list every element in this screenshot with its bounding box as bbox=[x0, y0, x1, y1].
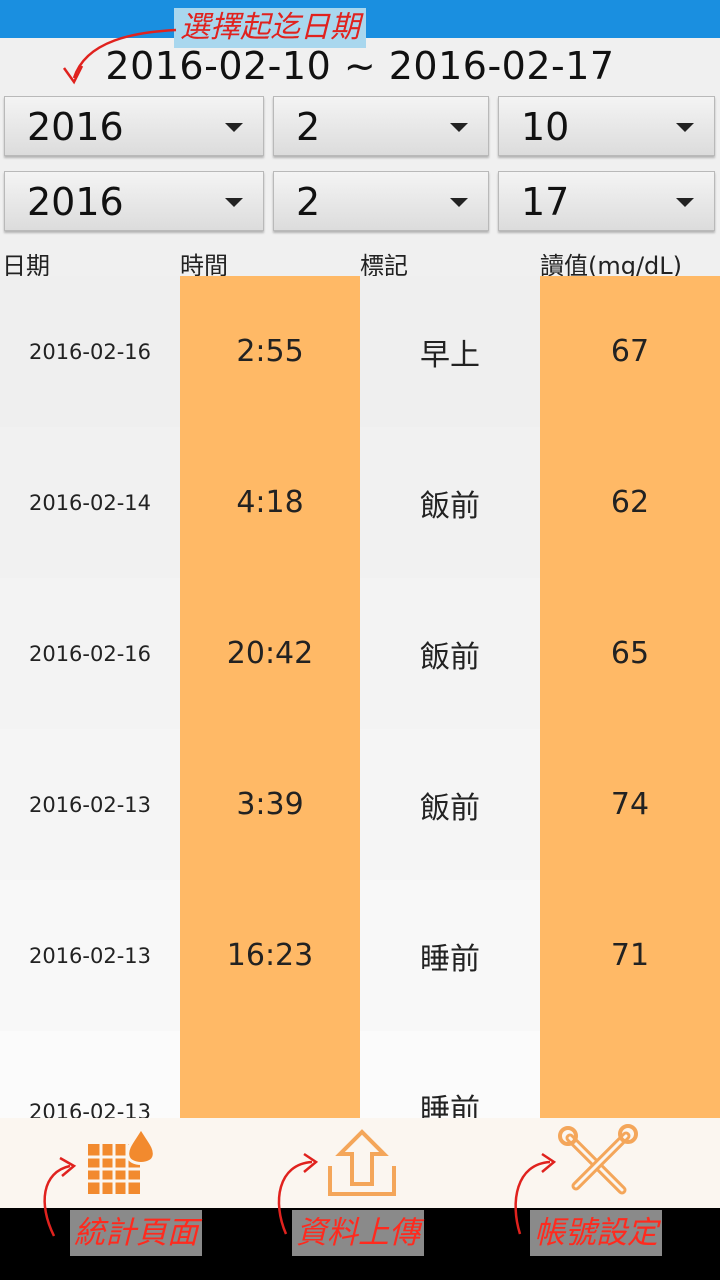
dropdown-arrow-icon bbox=[450, 198, 468, 207]
date-range-title: 2016-02-10 ~ 2016-02-17 bbox=[105, 44, 615, 88]
dropdown-arrow-icon bbox=[450, 123, 468, 132]
start-month-spinner[interactable]: 2 bbox=[273, 96, 489, 156]
list-item[interactable]: 2016-02-13 3:39 飯前 74 bbox=[0, 729, 720, 881]
start-month-value: 2 bbox=[296, 105, 321, 149]
account-settings-button[interactable] bbox=[540, 1118, 660, 1208]
start-year-value: 2016 bbox=[27, 105, 124, 149]
column-header-value: 讀值(mg/dL) bbox=[540, 252, 683, 280]
annotation-arrow-stats bbox=[43, 1156, 77, 1237]
annotation-arrow-upload bbox=[277, 1152, 319, 1235]
end-month-value: 2 bbox=[296, 180, 321, 224]
end-day-value: 17 bbox=[521, 180, 570, 224]
end-year-value: 2016 bbox=[27, 180, 124, 224]
list-item[interactable]: 2016-02-13 13:25 睡前 71 bbox=[0, 1031, 720, 1118]
record-value: 62 bbox=[540, 427, 720, 578]
list-item[interactable]: 2016-02-13 16:23 睡前 71 bbox=[0, 880, 720, 1032]
record-time: 3:39 bbox=[180, 729, 360, 880]
list-item[interactable]: 2016-02-14 4:18 飯前 62 bbox=[0, 427, 720, 579]
record-tag: 睡前 bbox=[420, 941, 480, 977]
record-tag: 早上 bbox=[420, 337, 480, 373]
record-value: 67 bbox=[540, 276, 720, 427]
record-date: 2016-02-13 bbox=[28, 792, 152, 817]
dropdown-arrow-icon bbox=[676, 198, 694, 207]
upload-button[interactable] bbox=[302, 1118, 422, 1208]
end-year-spinner[interactable]: 2016 bbox=[4, 171, 264, 231]
record-value: 71 bbox=[540, 1031, 720, 1118]
annotation-upload: 資料上傳 bbox=[292, 1210, 424, 1256]
record-date: 2016-02-13 bbox=[28, 943, 152, 968]
dropdown-arrow-icon bbox=[676, 123, 694, 132]
bottom-nav bbox=[0, 1118, 720, 1208]
records-list[interactable]: 2016-02-16 2:55 早上 67 2016-02-14 4:18 飯前… bbox=[0, 276, 720, 1118]
record-date: 2016-02-14 bbox=[28, 490, 152, 515]
stats-page-button[interactable] bbox=[56, 1118, 176, 1208]
column-header-date: 日期 bbox=[2, 252, 50, 280]
record-tag: 飯前 bbox=[420, 790, 480, 826]
start-day-spinner[interactable]: 10 bbox=[498, 96, 715, 156]
column-header-time: 時間 bbox=[180, 252, 228, 280]
annotation-account-settings: 帳號設定 bbox=[530, 1210, 662, 1256]
record-time: 2:55 bbox=[180, 276, 360, 427]
column-header-tag: 標記 bbox=[360, 252, 408, 280]
annotation-arrow-top bbox=[62, 28, 177, 85]
record-time: 16:23 bbox=[180, 880, 360, 1031]
end-month-spinner[interactable]: 2 bbox=[273, 171, 489, 231]
start-day-value: 10 bbox=[521, 105, 570, 149]
upload-icon bbox=[328, 1129, 396, 1196]
record-tag: 睡前 bbox=[420, 1093, 480, 1118]
record-value: 74 bbox=[540, 729, 720, 880]
dropdown-arrow-icon bbox=[225, 123, 243, 132]
list-item[interactable]: 2016-02-16 2:55 早上 67 bbox=[0, 276, 720, 428]
annotation-arrow-account bbox=[514, 1152, 557, 1235]
list-item[interactable]: 2016-02-16 20:42 飯前 65 bbox=[0, 578, 720, 730]
dropdown-arrow-icon bbox=[225, 198, 243, 207]
record-date: 2016-02-13 bbox=[28, 1100, 152, 1118]
record-time: 20:42 bbox=[180, 578, 360, 729]
tools-icon bbox=[558, 1124, 638, 1195]
record-value: 71 bbox=[540, 880, 720, 1031]
annotation-stats-page: 統計頁面 bbox=[70, 1210, 202, 1256]
end-day-spinner[interactable]: 17 bbox=[498, 171, 715, 231]
record-date: 2016-02-16 bbox=[28, 641, 152, 666]
record-time: 4:18 bbox=[180, 427, 360, 578]
start-year-spinner[interactable]: 2016 bbox=[4, 96, 264, 156]
record-date: 2016-02-16 bbox=[28, 339, 152, 364]
record-time: 13:25 bbox=[180, 1031, 360, 1118]
record-tag: 飯前 bbox=[420, 639, 480, 675]
stats-grid-drop-icon bbox=[88, 1125, 156, 1194]
record-value: 65 bbox=[540, 578, 720, 729]
record-tag: 飯前 bbox=[420, 488, 480, 524]
annotation-select-dates: 選擇起迄日期 bbox=[174, 8, 366, 48]
